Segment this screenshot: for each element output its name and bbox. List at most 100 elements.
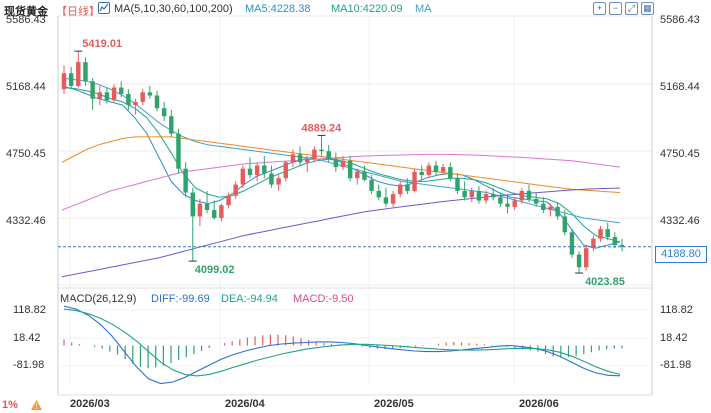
candle-body (76, 62, 81, 86)
x-tick: 2026/06 (519, 398, 559, 410)
candle-body (340, 160, 346, 168)
candle-body (612, 237, 618, 246)
macd-label[interactable]: MACD(26,12,9) (60, 293, 137, 305)
y-tick-left: 5168.44 (6, 81, 46, 93)
warning-prefix: 1% (2, 399, 18, 411)
y-tick-left: 5586.43 (6, 14, 46, 26)
candle-body (584, 248, 589, 268)
candle-body (448, 167, 453, 179)
ma100-line (61, 153, 621, 211)
ma10-line (61, 87, 621, 243)
candle-body (154, 95, 160, 109)
candle-body (68, 73, 74, 86)
x-tick: 2026/05 (374, 398, 414, 410)
candle-body (619, 245, 625, 247)
candle-body (297, 154, 303, 163)
y-tick-right: 4332.46 (660, 215, 700, 227)
grid-icon[interactable]: ▦ (641, 2, 654, 15)
candle-body (369, 179, 374, 191)
candle-body (226, 195, 231, 206)
ma60-line (61, 136, 621, 193)
ma-more-readout: MA (415, 3, 432, 15)
candle-body (433, 165, 439, 172)
candle-body (254, 165, 260, 176)
candle-body (326, 151, 331, 160)
expand-icon[interactable]: ⤢ (625, 2, 638, 15)
candle-body (83, 62, 88, 82)
chart-type-icon[interactable] (98, 2, 110, 14)
candle-body (140, 92, 145, 102)
current-price-tag: 4188.80 (655, 246, 707, 263)
candle-body (126, 93, 131, 106)
candle-body (305, 159, 310, 163)
macd-tick-right: 18.42 (660, 332, 688, 344)
ma30-line (61, 77, 621, 224)
macd-tick-left: 18.42 (13, 332, 41, 344)
y-tick-right: 5586.43 (660, 14, 700, 26)
candle-body (591, 238, 596, 249)
y-tick-left: 4750.45 (6, 148, 46, 160)
candle-body (526, 190, 532, 199)
candle-body (462, 190, 467, 198)
macd-dea-line (63, 308, 621, 377)
macd-tick-right: -81.98 (660, 359, 692, 371)
candle-body (212, 210, 217, 218)
candle-body (533, 198, 539, 204)
candle-body (455, 178, 460, 191)
ma10-readout: MA10:4220.09 (331, 3, 403, 15)
candle-body (505, 203, 510, 207)
macd-dea-readout: DEA:-94.94 (221, 293, 278, 305)
candle-body (290, 154, 296, 163)
candle-body (262, 165, 267, 174)
candle-body (398, 184, 403, 195)
zoom-in-icon[interactable]: + (593, 2, 606, 15)
candle-body (119, 87, 124, 94)
candle-body (204, 203, 210, 211)
y-tick-left: 4332.46 (6, 215, 46, 227)
candle-body (90, 81, 95, 99)
x-tick: 2026/03 (70, 398, 110, 410)
macd-diff-line (63, 305, 621, 385)
candle-body (476, 190, 482, 201)
ma-params-label[interactable]: MA(5,10,30,60,100,200) (114, 3, 233, 15)
svg-text:!: ! (35, 402, 37, 411)
zoom-out-icon[interactable]: − (609, 2, 622, 15)
candle-body (269, 173, 274, 185)
y-tick-right: 5168.44 (660, 81, 700, 93)
candle-body (512, 200, 517, 207)
candle-body (376, 190, 381, 198)
candle-body (233, 184, 238, 196)
candle-body (569, 232, 575, 255)
candle-body (190, 192, 195, 217)
warning-icon[interactable]: ! (30, 399, 43, 411)
candle-body (405, 184, 410, 191)
candle-body (555, 206, 560, 217)
candle-body (240, 168, 246, 185)
candle-body (176, 133, 181, 169)
candle-body (498, 197, 503, 204)
extreme-label: 4023.85 (585, 276, 625, 288)
candle-body (576, 254, 582, 268)
candle-body (390, 194, 396, 204)
macd-value-readout: MACD:-9.50 (293, 293, 354, 305)
candle-body (426, 165, 432, 176)
y-tick-right: 4750.45 (660, 148, 700, 160)
candle-body (61, 73, 67, 90)
candle-body (541, 203, 546, 211)
candle-body (147, 92, 153, 96)
candle-body (605, 229, 610, 238)
ma200-line (61, 187, 621, 278)
candle-body (97, 92, 102, 99)
extreme-label: 4889.24 (302, 122, 343, 134)
macd-tick-left: 118.82 (13, 304, 46, 316)
candle-body (347, 160, 353, 179)
candle-body (355, 171, 360, 179)
candle-body (183, 168, 188, 193)
candle-body (419, 171, 424, 176)
candle-body (133, 101, 138, 106)
ma5-readout: MA5:4228.38 (245, 3, 311, 15)
candle-body (104, 92, 110, 101)
period-label[interactable]: 【日线】 (56, 6, 100, 18)
